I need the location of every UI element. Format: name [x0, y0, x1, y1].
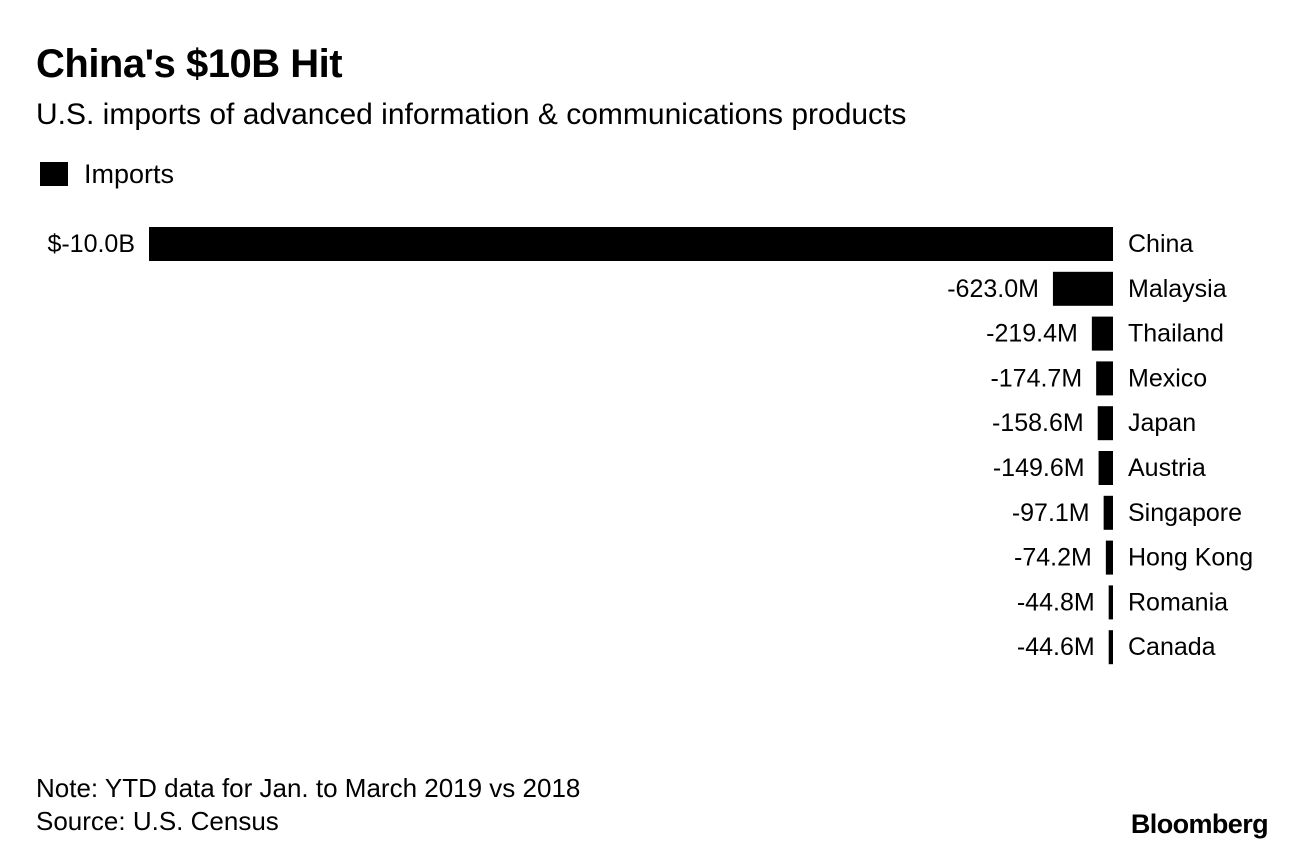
category-label-romania: Romania [1128, 588, 1228, 616]
chart-title: China's $10B Hit [36, 42, 343, 86]
legend-swatch [40, 162, 68, 186]
category-label-china: China [1128, 230, 1193, 258]
category-label-austria: Austria [1128, 454, 1206, 482]
category-label-malaysia: Malaysia [1128, 275, 1227, 303]
chart-note: Note: YTD data for Jan. to March 2019 vs… [36, 773, 581, 803]
value-label-china: $-10.0B [47, 230, 135, 258]
value-label-mexico: -174.7M [990, 364, 1082, 392]
bar-china [149, 227, 1113, 261]
category-label-hong-kong: Hong Kong [1128, 544, 1253, 572]
value-label-malaysia: -623.0M [947, 275, 1039, 303]
category-label-singapore: Singapore [1128, 499, 1242, 527]
value-label-hong-kong: -74.2M [1014, 544, 1092, 572]
legend-label: Imports [84, 159, 175, 189]
value-label-singapore: -97.1M [1012, 499, 1090, 527]
category-label-thailand: Thailand [1128, 320, 1224, 348]
category-label-canada: Canada [1128, 633, 1216, 661]
value-label-romania: -44.8M [1017, 588, 1095, 616]
category-label-mexico: Mexico [1128, 364, 1207, 392]
chart-subtitle: U.S. imports of advanced information & c… [36, 98, 907, 131]
bloomberg-logo: Bloomberg [1130, 809, 1269, 839]
value-label-japan: -158.6M [992, 409, 1084, 437]
bar-romania [1108, 585, 1113, 620]
bar-hong-kong [1105, 540, 1113, 575]
category-label-japan: Japan [1128, 409, 1196, 437]
bar-austria [1098, 451, 1113, 485]
bar-malaysia [1052, 271, 1113, 306]
bar-canada [1108, 630, 1113, 665]
bar-japan [1097, 406, 1113, 441]
bar-singapore [1103, 495, 1113, 530]
chart-source: Source: U.S. Census [36, 806, 279, 836]
bar-mexico [1096, 361, 1113, 396]
value-label-canada: -44.6M [1017, 633, 1095, 661]
bar-thailand [1091, 316, 1113, 351]
value-label-thailand: -219.4M [986, 320, 1078, 348]
legend: Imports [40, 158, 174, 190]
value-label-austria: -149.6M [993, 454, 1085, 482]
